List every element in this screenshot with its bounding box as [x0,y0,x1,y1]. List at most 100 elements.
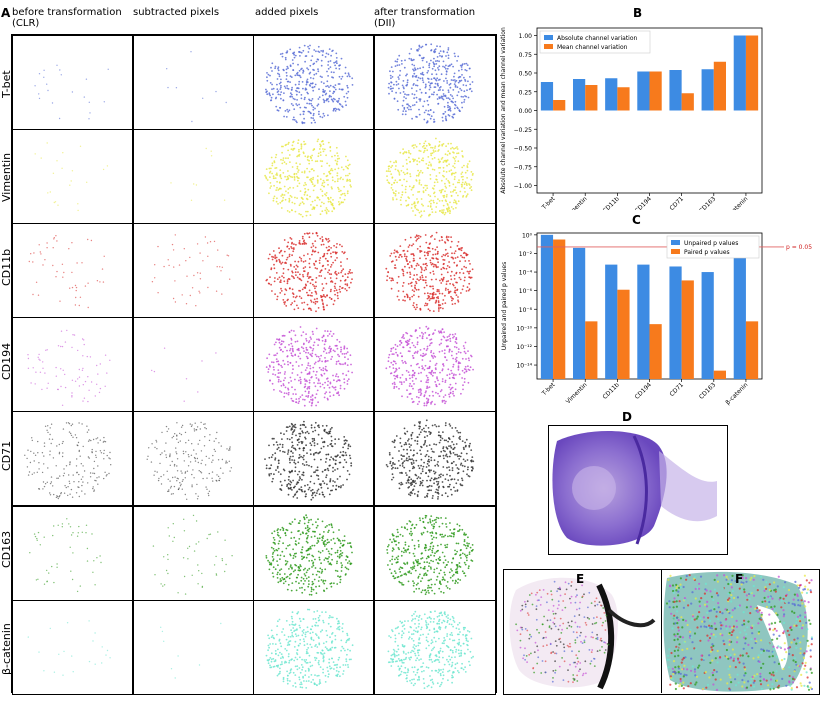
bar-b-absolute [637,71,650,111]
xtick-label-b: CD163 [698,195,717,210]
panel-a-cell-cd163-col1 [12,505,133,601]
panel-f-letter: F [735,572,744,586]
bar-c-paired [713,370,726,379]
row-label-cd11b: CD11b [0,248,13,286]
xtick-label-c: Vimentin [565,381,589,405]
bar-c-unpaired [733,249,746,379]
tissue-dots [265,232,353,313]
bar-b-mean [681,93,694,111]
panel-a-cell-tbet-col3 [253,35,374,131]
panel-a-cell-cd11b-col3 [253,223,374,319]
tissue-dots [166,51,227,123]
panel-a-cell-catenin-col3 [253,599,374,695]
column-header-added: added pixels [255,7,319,18]
panel-d-letter: D [622,410,632,424]
tissue-dots [264,138,352,218]
bar-c-unpaired [637,264,650,379]
panel-a-cell-vimentin-col3 [253,129,374,225]
tissue-dots [27,329,111,407]
bar-c-unpaired [573,247,586,379]
legend-label-c: Paired p values [684,249,730,256]
tissue-dots [385,137,474,218]
tissue-dots [151,347,217,403]
panel-e-overlay-graphic [509,577,656,690]
tissue-dots [387,609,474,689]
ytick-label-c: 10⁻¹⁰ [516,325,532,332]
panel-a-cell-cd194-col3 [253,317,374,413]
tissue-dots [24,422,112,500]
bar-c-paired [745,321,759,379]
bar-c-paired [617,289,630,379]
panel-a-cell-cd194-col1 [12,317,133,413]
panel-a-cell-catenin-col4 [374,599,496,695]
ylabel-c: Unpaired and paired p values [501,262,508,350]
bar-b-absolute [701,69,714,111]
ytick-label-c: 10⁰ [522,232,533,239]
legend-label-c: Unpaired p values [684,240,738,247]
tissue-dots [265,44,354,125]
panel-d-he-stain-image [548,425,728,555]
bar-c-unpaired [540,234,554,379]
panel-a-cell-cd11b-col4 [374,223,496,319]
xtick-label-b: Vimentin [565,195,589,210]
bar-b-absolute [733,35,746,111]
bar-c-unpaired [701,272,714,379]
ytick-label-b: 0.75 [519,52,533,59]
panel-ef-frame [503,569,820,695]
bar-b-mean [745,35,759,111]
panel-a-cell-tbet-col4 [374,35,496,131]
column-header-after: after transformation (DII) [374,7,476,29]
panel-a-cell-cd194-col2 [133,317,254,413]
chart-b-channel-variation: 1.00 0.75 0.50 0.25 0.00 −0.25 −0.50 −0.75 −1.00… [500,27,763,210]
xtick-label-c: CD71 [668,381,685,398]
tissue-dots [34,142,109,212]
tissue-dots [27,619,111,676]
tissue-dots [264,421,353,501]
bar-c-paired [681,280,694,379]
legend-swatch-c [671,240,680,245]
panel-a-cell-tbet-col1 [12,35,133,131]
ytick-label-b: 0.25 [519,89,533,96]
row-label-catenin: β-catenin [0,623,13,676]
xtick-label-b: T-bet [540,195,557,210]
bar-c-unpaired [669,266,682,379]
panel-a-cell-vimentin-col4 [374,129,496,225]
legend-swatch-c [671,249,680,254]
panel-b-letter: B [633,6,643,20]
panel-a-cell-vimentin-col1 [12,129,133,225]
row-label-cd71: CD71 [0,440,13,471]
tissue-dots [265,326,353,407]
bar-b-mean [617,87,630,111]
xtick-label-b: β-catenin [724,195,749,210]
legend-label-b: Mean channel variation [557,44,628,51]
tissue-dots [160,622,222,679]
tissue-dots [28,235,105,309]
panel-f-overlay-graphic [662,570,818,693]
ytick-label-c: 10⁻² [519,251,533,258]
ytick-label-c: 10⁻⁴ [519,270,533,277]
tissue-dots [170,147,226,202]
ytick-label-b: −0.50 [514,146,533,153]
row-label-cd163: CD163 [0,530,13,569]
panel-a-cell-cd71-col2 [133,411,254,507]
ytick-label-b: −1.00 [514,183,533,190]
ytick-label-c: 10⁻⁸ [519,307,533,314]
tissue-dots [387,43,474,124]
panel-a-cell-catenin-col2 [133,599,254,695]
panel-e-overlay-image [504,570,662,693]
bar-b-absolute [605,78,618,111]
row-label-vimentin: Vimentin [0,152,13,202]
panel-a-image-grid [11,34,497,695]
legend-label-b: Absolute channel variation [557,35,638,42]
row-label-tbet: T-bet [0,69,13,98]
ylabel-b: Absolute channel variation and mean chan… [500,27,507,194]
tissue-dots [29,517,102,592]
chart-c-p-values: 10⁰ 10⁻² 10⁻⁴ 10⁻⁶ 10⁻⁸ 10⁻¹⁰ 10⁻¹² 10⁻¹⁴ Unpair… [501,232,812,406]
legend-swatch-b [544,35,553,40]
bar-c-paired [553,239,566,379]
tissue-dots [385,231,474,313]
tissue-dots [385,419,475,501]
ytick-label-c: 10⁻⁶ [519,288,533,295]
tissue-dots [34,64,109,120]
column-header-subtracted: subtracted pixels [133,7,220,18]
